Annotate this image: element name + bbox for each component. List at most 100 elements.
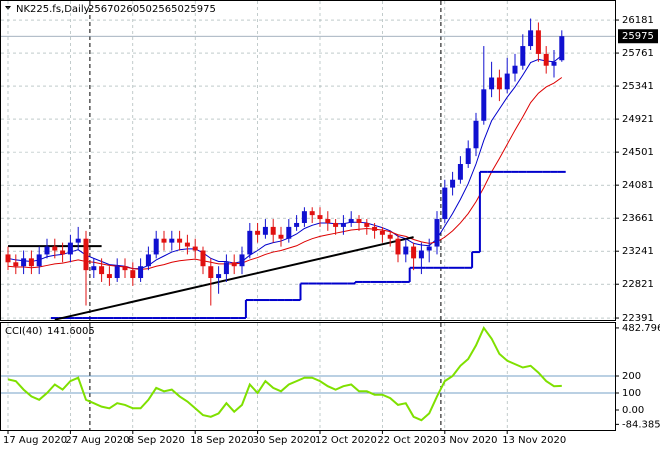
cci-value: 141.6005 [47,326,95,337]
high-value: 26050 [120,4,152,15]
y-tick-label: 24921 [622,114,654,125]
candle-body [169,238,175,243]
candle-body [208,266,214,279]
y-tick-label: 26181 [622,15,654,26]
candle-body [465,148,471,165]
candle-body [294,222,300,227]
candle-body [138,266,144,279]
candle-body [504,73,510,90]
moving-average [7,77,563,270]
candle-body [434,219,440,247]
candle-body [348,219,354,223]
candle-body [44,246,50,255]
candle-body [340,222,346,227]
x-tick-label: 12 Oct 2020 [315,435,377,446]
candle-body [364,222,370,227]
candle-body [239,254,245,267]
candle-body [309,211,315,216]
close-value: 25975 [184,4,216,15]
low-value: 25650 [152,4,184,15]
candle-body [200,250,206,267]
moving-average [7,55,563,270]
candle-body [387,234,393,239]
candle-body [223,262,229,275]
candle-body [21,258,27,267]
candle-body [13,262,19,267]
y-tick-label: 22391 [622,313,654,324]
candle-body [99,266,105,275]
candle-body [457,164,463,180]
y-tick-label: 482.7966 [622,323,660,334]
candle-body [262,226,268,235]
candle-body [481,89,487,121]
candle-body [184,242,190,247]
candle-body [177,238,183,243]
x-tick-label: 27 Aug 2020 [65,435,129,446]
candle-body [333,222,339,227]
x-tick-label: 8 Sep 2020 [128,435,185,446]
candle-body [216,274,222,279]
candle-body [52,246,58,251]
candle-body [5,254,11,263]
candle-body [325,219,331,223]
candle-body [28,258,34,267]
y-tick-label: 25761 [622,48,654,59]
candle-body [512,65,518,74]
x-tick-label: 3 Nov 2020 [440,435,498,446]
candle-body [372,226,378,231]
candle-body [83,238,89,271]
candle-body [36,254,42,267]
y-tick-label: 200 [622,371,641,382]
candle-body [114,266,120,279]
candle-body [551,61,557,66]
candle-body [418,250,424,259]
y-tick-label: 100 [622,388,641,399]
y-tick-label: 25341 [622,81,654,92]
candle-body [473,120,479,149]
candle-body [301,211,307,223]
candle-body [122,266,128,271]
candle-body [496,77,502,90]
candle-body [395,238,401,255]
x-tick-label: 13 Nov 2020 [502,435,566,446]
current-price-box [618,29,658,44]
candle-body [130,270,136,279]
candle-body [60,250,66,255]
candle-body [403,246,409,255]
candle-body [286,226,292,239]
x-tick-label: 18 Sep 2020 [190,435,253,446]
candle-body [489,77,495,90]
candle-body [161,238,167,243]
candle-body [535,30,541,54]
candle-body [67,242,73,255]
trend-line [54,236,414,321]
x-tick-label: 17 Aug 2020 [3,435,67,446]
candle-body [153,238,159,255]
candle-body [75,238,81,243]
y-tick-label: 22821 [622,279,654,290]
candle-body [356,219,362,223]
cci-title: CCI(40) [5,326,43,337]
candle-body [379,230,385,235]
candle-body [520,46,526,66]
candle-body [442,187,448,220]
candle-body [426,246,432,251]
candle-body [270,226,276,235]
candle-body [192,246,198,251]
y-tick-label: 24501 [622,147,654,158]
current-price-label: 25975 [622,31,654,42]
candle-body [91,266,97,271]
candle-body [528,30,534,47]
candle-body [450,179,456,188]
cci-frame [0,322,616,431]
y-tick-label: -84.3857 [622,419,660,430]
candle-body [543,53,549,66]
cci-line [7,325,562,422]
x-tick-label: 30 Sep 2020 [253,435,316,446]
x-tick-label: 22 Oct 2020 [377,435,439,446]
candle-body [317,215,323,220]
symbol: NK225.fs,Daily [16,4,90,15]
y-tick-label: 23241 [622,246,654,257]
